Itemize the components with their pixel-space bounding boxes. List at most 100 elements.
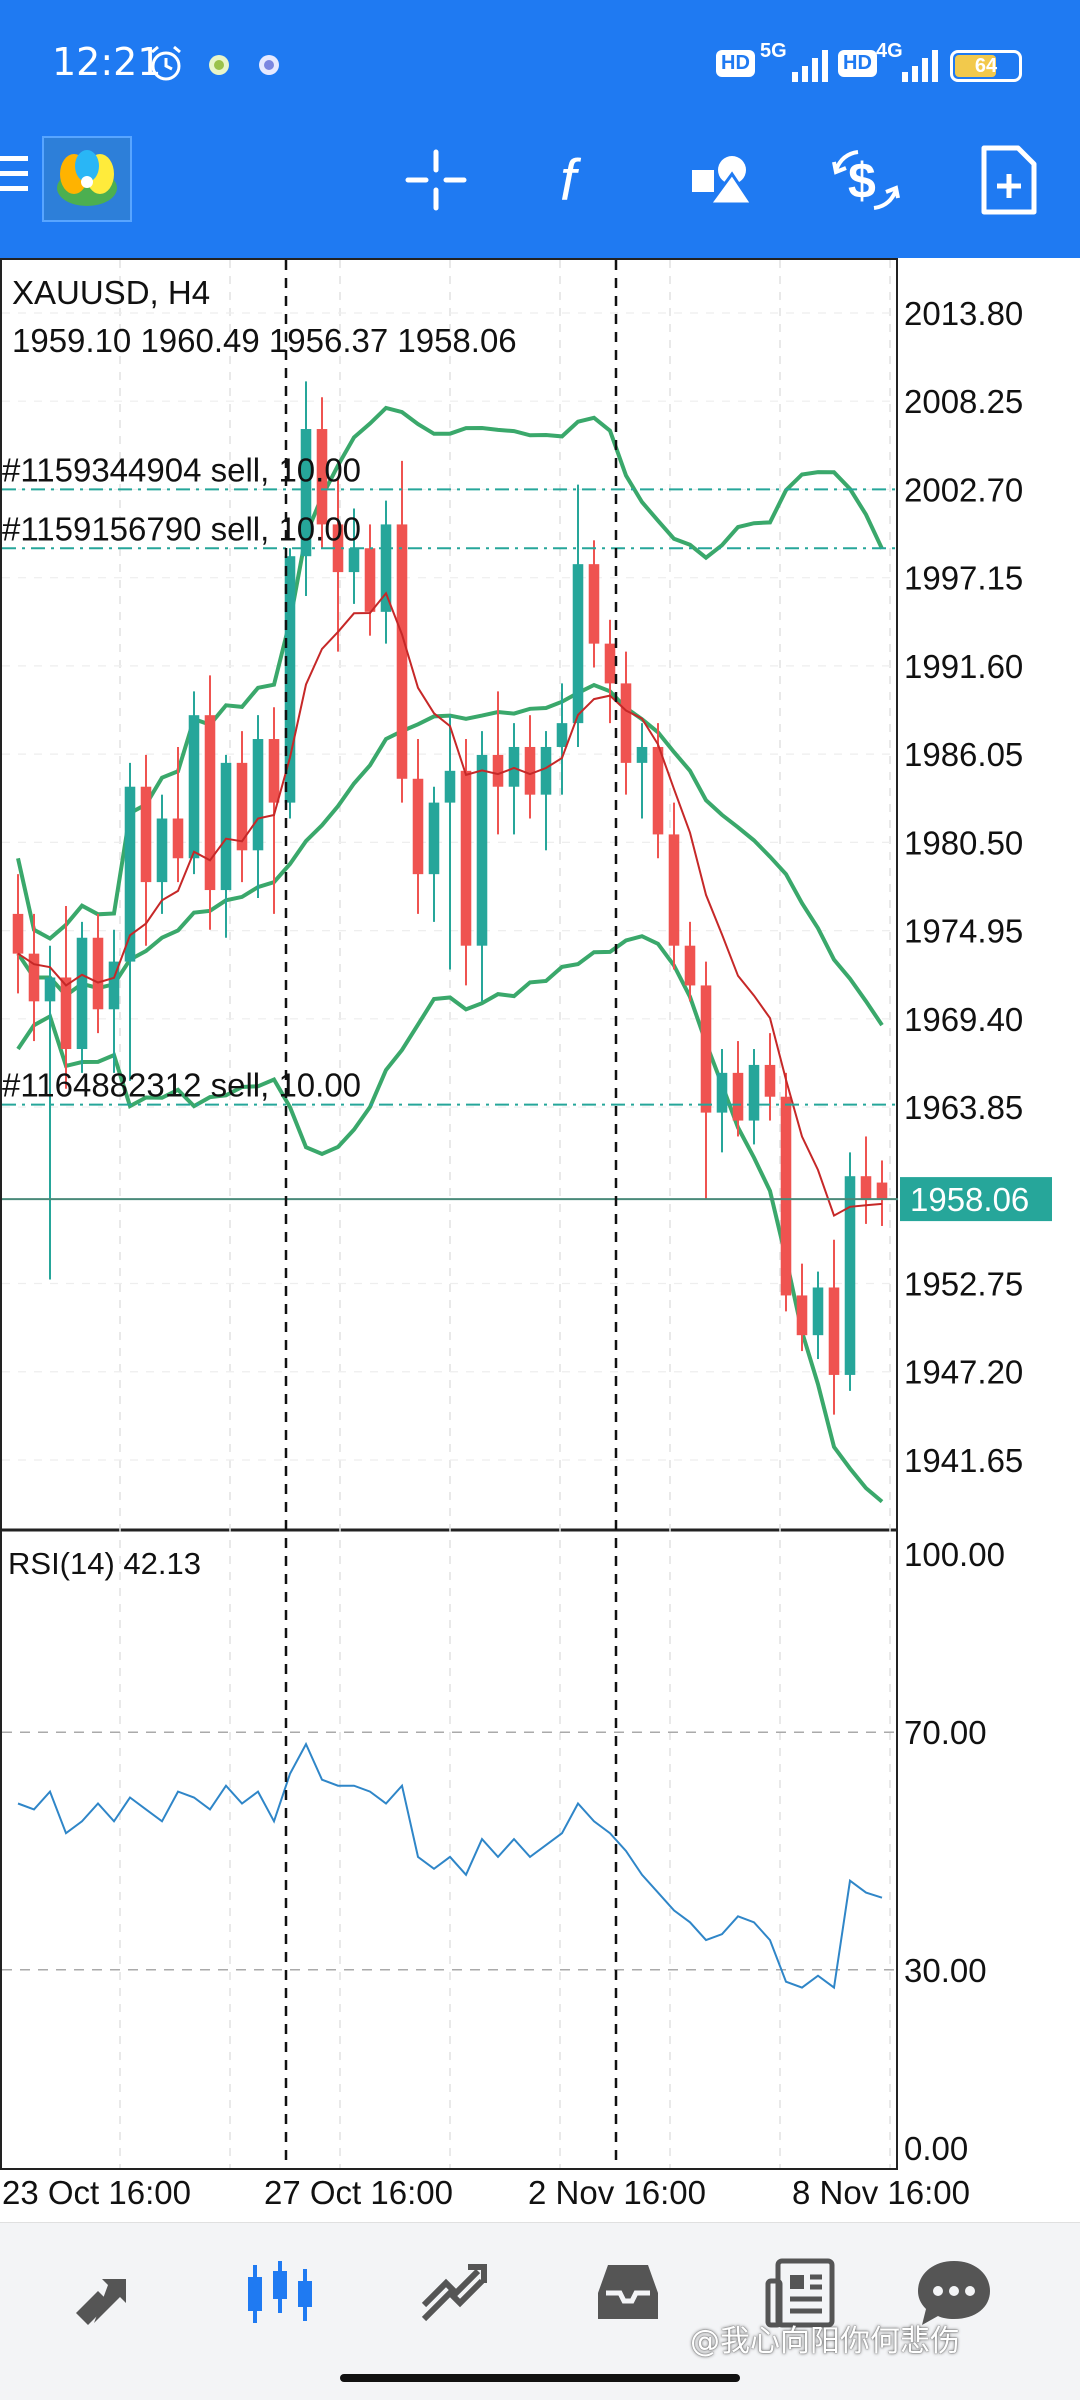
ohlc-label: 1959.10 1960.49 1956.37 1958.06 [12,322,517,359]
rsi-axis-label: 0.00 [904,2130,968,2167]
rsi-axis-label: 100.00 [904,1536,1005,1573]
trade-dollar-icon[interactable]: $ [826,140,906,220]
candle-body [636,746,648,763]
price-axis-label: 1986.05 [904,736,1023,773]
price-axis-label: 1969.40 [904,1001,1023,1038]
moving-average-line [17,591,883,1218]
candle-body [76,937,88,1050]
price-axis-label: 1952.75 [904,1266,1023,1303]
candle-body [684,945,696,986]
notification-icon [209,55,229,75]
candle-body [316,429,328,525]
news-icon[interactable] [762,2253,842,2333]
chart-area[interactable]: #1159344904 sell, 10.00 #1159156790 sell,… [0,258,1080,2220]
candle-body [332,524,344,573]
time-label: 27 Oct 16:00 [264,2174,453,2211]
rsi-axis-label: 30.00 [904,1952,987,1989]
rsi-line [17,1741,883,1990]
candle-body [748,1064,760,1121]
candle-body [572,564,584,724]
bollinger-upper-band [16,405,884,941]
notification-icon-2 [259,55,279,75]
home-indicator[interactable] [340,2374,740,2382]
candle-body [700,985,712,1113]
candle-body [156,818,168,883]
signal-icon-1 [792,50,828,82]
candle-body [780,1096,792,1296]
candle-body [460,770,472,946]
rsi-label: RSI(14) 42.13 [8,1546,201,1581]
candle-body [268,739,280,803]
candle-body [732,1072,744,1121]
candle-body [716,1072,728,1113]
candle-body [12,913,24,954]
chart-icon[interactable] [240,2253,320,2333]
app-logo[interactable] [42,136,132,222]
price-axis-label: 1991.60 [904,648,1023,685]
rsi-axis-label: 70.00 [904,1714,987,1751]
candle-body [172,818,184,859]
bottom-navigation [0,2222,1080,2400]
candle-body [380,524,392,612]
network-5g-label: 5G [760,40,787,62]
candle-body [652,746,664,835]
indicator-function-icon[interactable]: f [538,140,618,220]
candle-body [188,715,200,859]
network-4g-label: 4G [876,40,903,62]
battery-fill [955,55,996,77]
current-price-tag [900,1177,1052,1222]
candle-body [428,802,440,875]
candle-body [124,786,136,962]
price-axis-label: 2002.70 [904,471,1023,508]
candle-body [524,746,536,795]
price-axis-label: 1997.15 [904,560,1023,597]
candle-body [204,715,216,891]
candle-body [364,548,376,612]
objects-icon[interactable] [682,140,762,220]
candle-body [604,643,616,684]
hd-badge-2: HD [838,50,877,77]
candle-body [300,429,312,557]
price-axis-label: 1980.50 [904,824,1023,861]
price-chart[interactable]: #1159344904 sell, 10.00 #1159156790 sell,… [0,258,1080,2220]
candle-body [220,762,232,891]
messages-icon[interactable] [914,2253,994,2333]
candle-body [812,1287,824,1336]
hd-badge-1: HD [716,50,755,77]
candle-body [556,723,568,747]
battery-percent: 64 [974,55,998,77]
candle-body [108,961,120,1010]
candle-body [876,1182,888,1200]
time-label: 23 Oct 16:00 [2,2174,191,2211]
history-icon[interactable] [588,2253,668,2333]
candle-body [44,977,56,1002]
candle-body [60,977,72,1050]
new-order-icon[interactable] [968,140,1048,220]
crosshair-icon[interactable] [396,140,476,220]
current-price-value: 1958.06 [910,1181,1029,1218]
signal-icon-2 [902,50,938,82]
candle-body [620,683,632,763]
candle-body [844,1176,856,1375]
quotes-icon[interactable] [68,2253,148,2333]
price-axis-label: 1947.20 [904,1354,1023,1391]
svg-text:$: $ [848,153,876,209]
candle-body [92,937,104,1010]
candle-body [348,548,360,573]
trade-icon[interactable] [414,2253,494,2333]
candle-body [284,556,296,803]
watermark-text: @我心向阳你何悲伤 [690,2324,960,2359]
candle-body [396,524,408,779]
price-axis-label: 1941.65 [904,1442,1023,1479]
order-label: #1164882312 sell, 10.00 [2,1067,361,1104]
order-label: #1159156790 sell, 10.00 [2,510,361,547]
candle-body [764,1064,776,1097]
top-header: 12:21 HD 5G HD 4G 64 [0,0,1080,258]
candle-body [588,564,600,644]
price-axis-label: 1974.95 [904,913,1023,950]
price-axis-label: 2008.25 [904,383,1023,420]
candle-body [668,834,680,946]
menu-icon[interactable] [0,156,28,196]
price-axis-label: 1963.85 [904,1089,1023,1126]
